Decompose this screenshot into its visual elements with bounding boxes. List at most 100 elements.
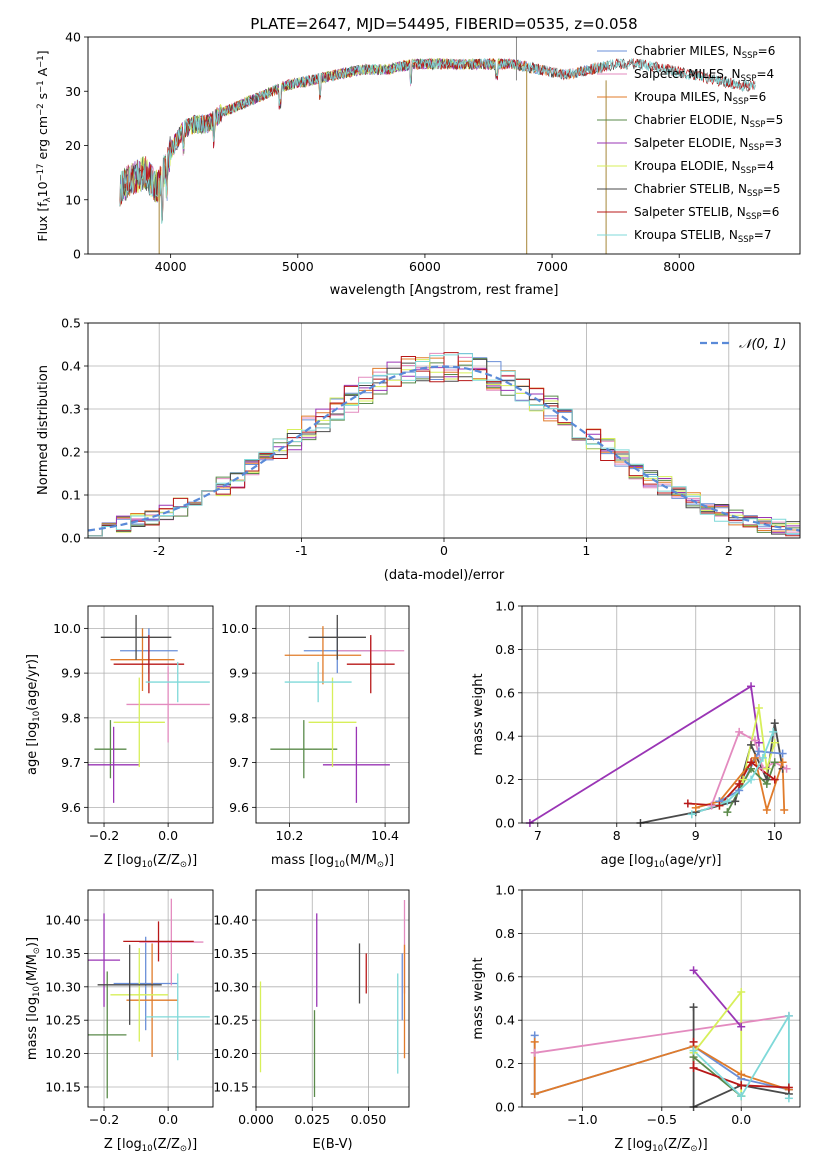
label-part: =4 [756, 159, 774, 173]
label-part: =6 [762, 205, 780, 219]
label-part: Salpeter MILES, N [634, 67, 741, 81]
spectrum-panel: 4000 5000 6000 7000 8000 0 10 20 30 40 PLATE=2647,… [35, 15, 801, 298]
label-part: )] [384, 853, 394, 868]
x-tick-label: −0.2 [89, 828, 119, 843]
y-tick-label: 0.0 [61, 531, 81, 546]
legend-label: Salpeter MILES, NSSP=4 [634, 67, 774, 84]
spectrum-line [119, 57, 610, 221]
legend-label: Chabrier ELODIE, NSSP=5 [634, 113, 783, 130]
x-tick-label: 0.000 [238, 1112, 274, 1127]
age-vs-mass-panel: 10.2 10.4 9.6 9.7 9.8 9.9 10.0 mass [log10(M/M⊙… [221, 605, 410, 870]
weight-lines [529, 684, 788, 823]
y-tick-label: 0.5 [61, 316, 81, 331]
y-axis-label: Normed distribution [36, 365, 51, 495]
axes-frame [521, 605, 801, 824]
x-tick-label: −0.5 [647, 1112, 677, 1127]
y-tick-label: 0.0 [495, 1100, 515, 1115]
label-part: =6 [749, 90, 767, 104]
label-part: s [35, 93, 50, 104]
legend-label: Salpeter ELODIE, NSSP=3 [634, 136, 782, 153]
label-part: 10 [35, 181, 50, 197]
label-part: ] [35, 50, 50, 55]
x-tick-label: 1 [582, 543, 590, 558]
y-tick-label: 0.6 [495, 685, 515, 700]
label-part: 10 [32, 711, 42, 722]
histograms [88, 352, 800, 538]
label-part: 10 [334, 860, 345, 870]
y-tick-label: 9.6 [229, 800, 249, 815]
y-tick-label: 0.3 [61, 402, 81, 417]
y-tick-label: 9.7 [61, 755, 81, 770]
y-tick-label: 40 [65, 30, 81, 45]
label-part: (age/yr)] [665, 853, 722, 868]
label-part: SSP [746, 212, 762, 222]
y-tick-label: 9.8 [61, 710, 81, 725]
label-part: SSP [741, 74, 757, 84]
y-tick-label: 30 [65, 84, 81, 99]
label-part: −17 [36, 163, 46, 181]
x-tick-label: 0.050 [351, 1112, 387, 1127]
error-bars [88, 614, 210, 803]
histogram-series [88, 353, 800, 538]
y-tick-label: 10.35 [45, 946, 81, 961]
y-tick-label: 9.9 [61, 666, 81, 681]
x-tick-label: 10 [767, 828, 783, 843]
label-part: Chabrier ELODIE, N [634, 113, 750, 127]
y-tick-label: 10.25 [45, 1013, 81, 1028]
x-tick-label: 8000 [663, 259, 695, 274]
label-part: Flux [f [35, 202, 50, 242]
x-tick-label: 9 [692, 828, 700, 843]
label-part: Chabrier MILES, N [634, 44, 742, 58]
x-axis-label: Z [log10(Z/Z⊙)] [614, 1137, 707, 1154]
label-part: Z [log [104, 853, 142, 868]
label-part: Z [log [614, 1137, 652, 1152]
y-tick-label: 10.30 [213, 979, 249, 994]
label-part: )] [698, 1137, 708, 1152]
y-tick-label: 1.0 [495, 883, 515, 898]
label-part: ⊙ [180, 1144, 187, 1154]
x-tick-label: 0.0 [158, 828, 178, 843]
label-part: Kroupa MILES, N [634, 90, 733, 104]
y-tick-label: 0.0 [495, 816, 515, 831]
label-part: ⊙ [180, 860, 187, 870]
legend-label: Kroupa STELIB, NSSP=7 [634, 228, 772, 245]
y-tick-label: 10.20 [45, 1046, 81, 1061]
x-tick-label: 7 [534, 828, 542, 843]
x-tick-label: −1.0 [567, 1112, 597, 1127]
residuals-panel: -2 -1 0 1 2 0.0 0.1 0.2 0.3 0.4 0.5 (data-model)/er… [36, 316, 801, 583]
x-tick-label: -1 [295, 543, 307, 558]
x-tick-label: 4000 [155, 259, 187, 274]
label-part: )] [25, 937, 40, 947]
label-part: ⊙ [377, 860, 384, 870]
x-axis-label: E(B-V) [312, 1137, 352, 1152]
label-part: =7 [754, 228, 772, 242]
y-tick-label: 10.20 [213, 1046, 249, 1061]
mass-weight-vs-Z-panel: −1.0 −0.5 0.0 0.0 0.2 0.4 0.6 0.8 1.0 Z [log10(Z/… [471, 883, 801, 1154]
y-tick-label: 9.6 [61, 800, 81, 815]
x-tick-label: 10.2 [276, 828, 304, 843]
label-part: Salpeter ELODIE, N [634, 136, 748, 150]
legend-label: 𝒩(0, 1) [739, 337, 786, 352]
y-tick-label: 0.6 [495, 969, 515, 984]
label-part: =5 [763, 182, 781, 196]
label-part: =3 [764, 136, 782, 150]
legend-label: Chabrier STELIB, NSSP=5 [634, 182, 781, 199]
label-part: =6 [758, 44, 776, 58]
label-part: SSP [747, 189, 763, 199]
y-tick-label: 10.30 [45, 979, 81, 994]
y-tick-label: 0.4 [61, 359, 81, 374]
x-tick-label: 0.0 [158, 1112, 178, 1127]
y-tick-label: 0.4 [495, 1013, 515, 1028]
label-part: SSP [733, 97, 749, 107]
y-tick-label: 10.40 [45, 913, 81, 928]
axes-frame [87, 322, 801, 539]
y-axis-label: Flux [fλ10−17 erg cm−2 s−1 A−1] [35, 50, 53, 241]
axes-frame [87, 36, 801, 255]
x-axis-label: wavelength [Angstrom, rest frame] [330, 283, 559, 298]
y-tick-label: 0.2 [495, 772, 515, 787]
x-tick-label: 7000 [536, 259, 568, 274]
y-tick-label: 10.35 [213, 946, 249, 961]
label-part: ⊙ [32, 947, 42, 954]
label-part: (Z/Z [663, 1137, 690, 1152]
